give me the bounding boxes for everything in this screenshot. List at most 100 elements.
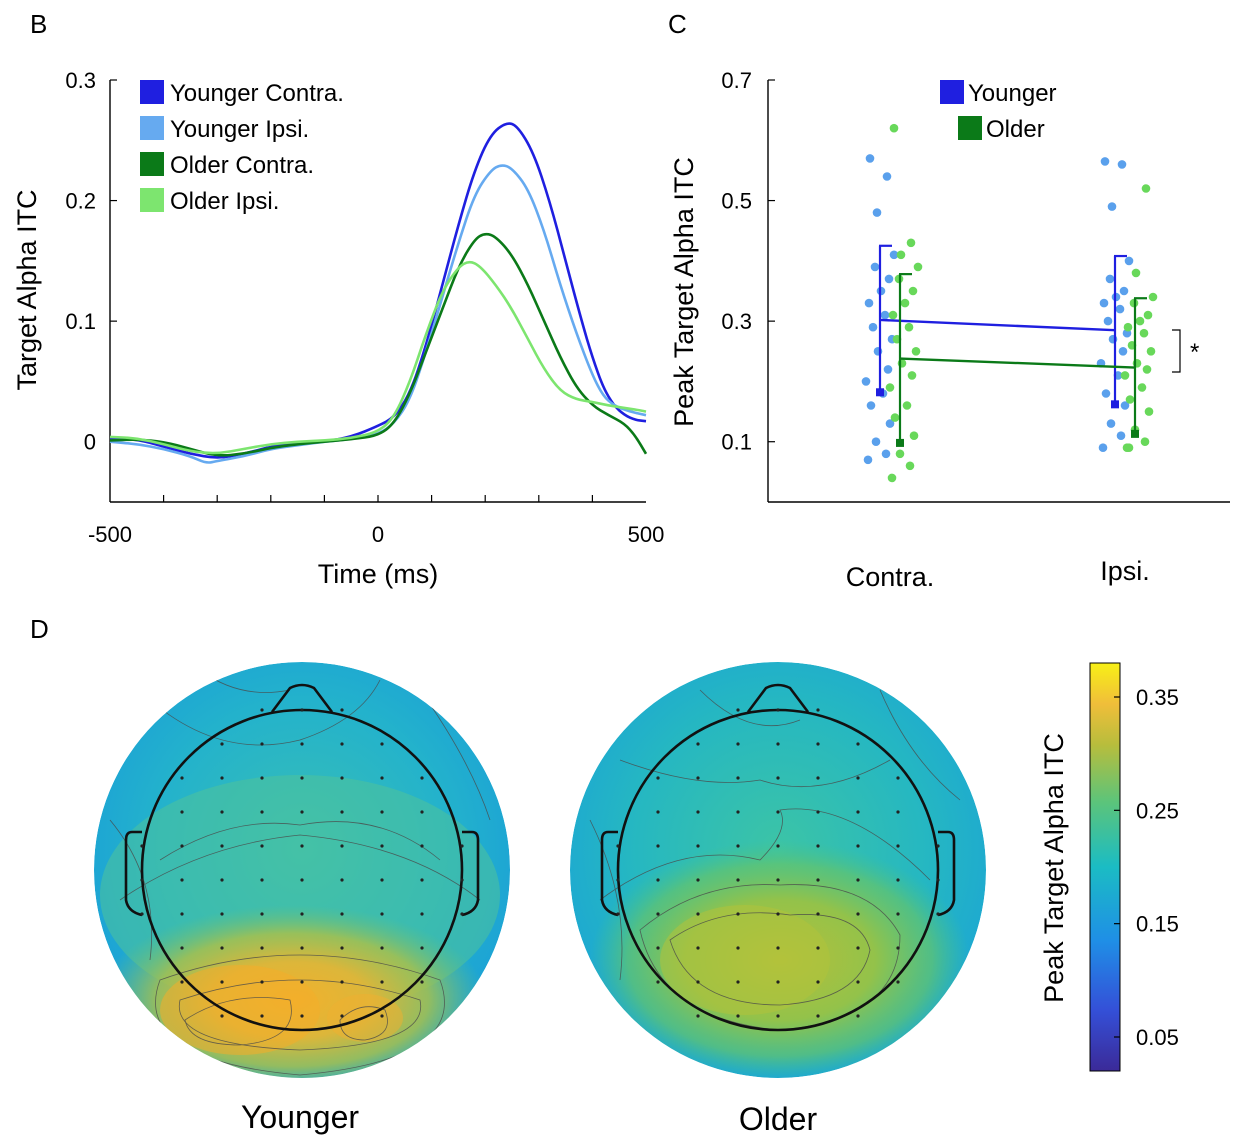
panel-b-legend-swatch [140, 152, 164, 176]
electrode-marker [380, 878, 384, 882]
panel-c-data-point [1107, 202, 1117, 211]
electrode-marker [736, 1014, 740, 1018]
electrode-marker [220, 810, 224, 814]
electrode-marker [736, 878, 740, 882]
electrode-marker [776, 708, 780, 712]
panel-c-legend-swatch [958, 116, 982, 140]
panel-c-data-point [1140, 437, 1150, 447]
electrode-marker [340, 742, 344, 746]
topomap-older: Older [570, 662, 986, 1137]
panel-c-data-point [1123, 322, 1133, 332]
electrode-marker [936, 912, 940, 916]
panel-b-legend-swatch [140, 188, 164, 212]
panel-c-data-point [864, 298, 874, 308]
electrode-marker [656, 946, 660, 950]
electrode-marker [420, 810, 424, 814]
panel-c-data-point [900, 298, 910, 308]
electrode-marker [936, 844, 940, 848]
electrode-marker [140, 878, 144, 882]
panel-c-error-marker [896, 438, 904, 447]
electrode-marker [816, 912, 820, 916]
panel-c-data-point [1125, 395, 1135, 404]
electrode-marker [656, 912, 660, 916]
electrode-marker [696, 946, 700, 950]
electrode-marker [420, 912, 424, 916]
electrode-marker [816, 946, 820, 950]
electrode-marker [380, 946, 384, 950]
panel-b-y-tick-label: 0.2 [65, 189, 96, 214]
panel-c-data-point [1142, 365, 1152, 374]
electrode-marker [220, 980, 224, 984]
panel-c-data-point [1103, 316, 1113, 326]
electrode-marker [180, 776, 184, 780]
panel-c-mean-line [879, 318, 1116, 332]
electrode-marker [656, 878, 660, 882]
electrode-marker [340, 708, 344, 712]
panel-c-data-point [888, 310, 898, 320]
panel-c-legend-label: Older [986, 116, 1045, 143]
panel-c-data-point [905, 461, 915, 471]
electrode-marker [420, 844, 424, 848]
panel-b-legend-label: Younger Ipsi. [170, 116, 309, 143]
electrode-marker [460, 878, 464, 882]
panel-c-data-point [890, 413, 900, 422]
electrode-marker [736, 844, 740, 848]
panel-c-y-tick-label: 0.5 [721, 189, 752, 214]
electrode-marker [776, 912, 780, 916]
electrode-marker [180, 912, 184, 916]
electrode-marker [300, 1014, 304, 1018]
panel-c-data-point [1124, 443, 1134, 453]
panel-c-data-point [1146, 347, 1156, 356]
electrode-marker [776, 776, 780, 780]
panel-c-data-point [1141, 184, 1151, 193]
panel-b-legend-label: Younger Contra. [170, 80, 344, 107]
panel-d-topomaps: Younger [94, 662, 1179, 1137]
electrode-marker [180, 980, 184, 984]
electrode-marker [776, 810, 780, 814]
panel-b-x-tick-label: 500 [628, 522, 665, 547]
electrode-marker [856, 810, 860, 814]
colorbar-tick-label: 0.15 [1136, 912, 1179, 937]
panel-c-data-point [1135, 316, 1145, 326]
electrode-marker [696, 980, 700, 984]
panel-c-data-point [871, 437, 881, 447]
electrode-marker [856, 980, 860, 984]
electrode-marker [260, 708, 264, 712]
panel-c-data-point [1098, 443, 1108, 453]
panel-c-data-point [1101, 389, 1111, 398]
electrode-marker [776, 742, 780, 746]
panel-c-data-point [906, 238, 916, 248]
topomap-younger-title: Younger [241, 1099, 359, 1135]
electrode-marker [856, 946, 860, 950]
electrode-marker [220, 844, 224, 848]
panel-letter-b: B [30, 9, 47, 39]
electrode-marker [776, 946, 780, 950]
panel-c-data-point [870, 262, 880, 272]
panel-c-y-tick-label: 0.7 [721, 68, 752, 93]
electrode-marker [380, 742, 384, 746]
panel-c-data-point [887, 473, 897, 483]
electrode-marker [260, 1014, 264, 1018]
electrode-marker [736, 946, 740, 950]
panel-b-legend-label: Older Contra. [170, 152, 314, 179]
electrode-marker [656, 980, 660, 984]
electrode-marker [736, 776, 740, 780]
panel-c-y-tick-label: 0.1 [721, 430, 752, 455]
panel-c-mean-line [899, 357, 1136, 369]
electrode-marker [380, 912, 384, 916]
panel-b-y-tick-label: 0.1 [65, 309, 96, 334]
panel-b-y-tick-label: 0.3 [65, 68, 96, 93]
electrode-marker [816, 776, 820, 780]
panel-b-series-line-3 [109, 232, 648, 457]
panel-b-series-line-4 [109, 260, 647, 455]
electrode-marker [696, 844, 700, 848]
electrode-marker [896, 878, 900, 882]
significance-bracket [1172, 329, 1181, 373]
panel-letter-c: C [668, 9, 687, 39]
electrode-marker [696, 776, 700, 780]
colorbar-tick-label: 0.35 [1136, 685, 1179, 710]
panel-c-data-point [885, 383, 895, 392]
panel-c-data-point [913, 262, 923, 272]
panel-c-legend-swatch [940, 80, 964, 104]
panel-c-data-point [881, 449, 891, 459]
